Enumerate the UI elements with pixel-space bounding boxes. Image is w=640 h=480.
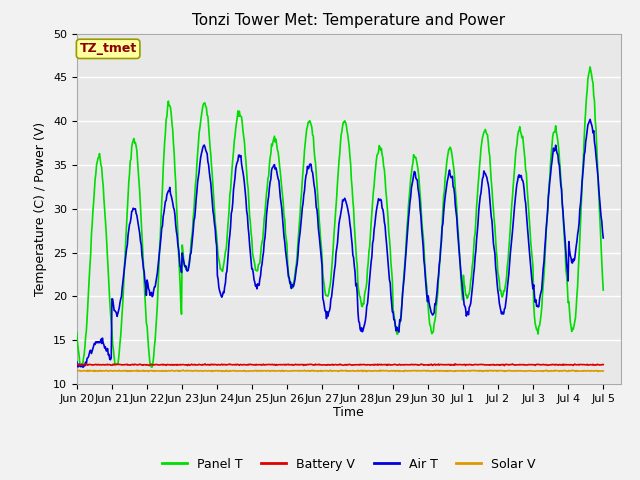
Y-axis label: Temperature (C) / Power (V): Temperature (C) / Power (V) (35, 122, 47, 296)
Air T (420, 257, 428, 263)
Air T (219, 292, 227, 298)
Panel T (83, 328, 90, 334)
Battery V (500, 363, 508, 369)
Solar V (363, 369, 371, 374)
Battery V (201, 361, 209, 367)
Solar V (600, 368, 607, 374)
Battery V (600, 362, 607, 368)
Solar V (420, 368, 428, 373)
Air T (586, 117, 594, 122)
Line: Air T: Air T (77, 120, 604, 367)
Panel T (219, 268, 227, 274)
Air T (191, 215, 198, 221)
Panel T (148, 364, 156, 370)
Air T (404, 216, 412, 222)
Battery V (219, 362, 227, 368)
Air T (79, 364, 86, 370)
Air T (600, 235, 607, 241)
X-axis label: Time: Time (333, 407, 364, 420)
Panel T (586, 64, 594, 70)
Line: Battery V: Battery V (77, 364, 604, 366)
Panel T (404, 203, 412, 208)
Panel T (73, 330, 81, 336)
Battery V (190, 362, 198, 368)
Battery V (83, 361, 90, 367)
Line: Solar V: Solar V (77, 370, 604, 372)
Panel T (600, 287, 607, 293)
Text: TZ_tmet: TZ_tmet (79, 42, 137, 55)
Battery V (137, 361, 145, 367)
Solar V (191, 368, 198, 373)
Line: Panel T: Panel T (77, 67, 604, 367)
Air T (73, 359, 81, 365)
Solar V (83, 368, 90, 374)
Solar V (137, 368, 145, 374)
Air T (83, 356, 91, 361)
Solar V (179, 367, 187, 373)
Title: Tonzi Tower Met: Temperature and Power: Tonzi Tower Met: Temperature and Power (192, 13, 506, 28)
Battery V (73, 361, 81, 367)
Legend: Panel T, Battery V, Air T, Solar V: Panel T, Battery V, Air T, Solar V (157, 453, 541, 476)
Battery V (404, 362, 412, 368)
Panel T (420, 243, 428, 249)
Air T (138, 242, 145, 248)
Solar V (219, 368, 227, 373)
Panel T (137, 204, 145, 210)
Solar V (73, 368, 81, 374)
Solar V (405, 368, 413, 373)
Panel T (191, 193, 198, 199)
Battery V (420, 362, 428, 368)
